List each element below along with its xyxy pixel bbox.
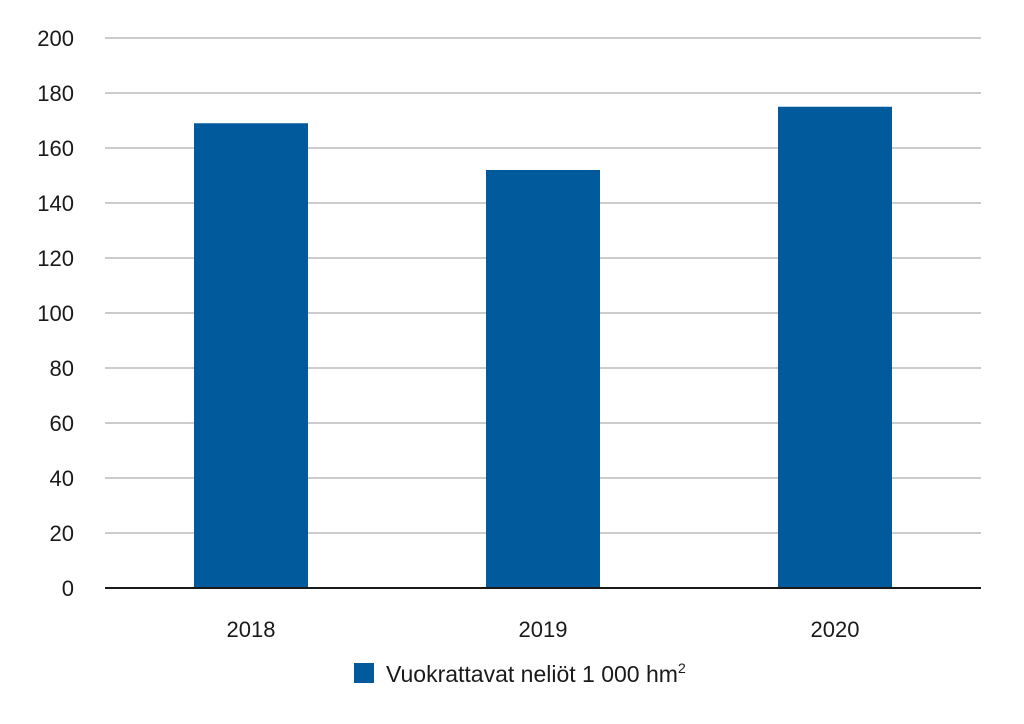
y-tick-label: 200 <box>37 26 74 51</box>
bar-2018 <box>194 123 308 588</box>
y-tick-label: 100 <box>37 301 74 326</box>
y-tick-label: 160 <box>37 136 74 161</box>
legend-swatch <box>354 663 374 683</box>
y-tick-label: 120 <box>37 246 74 271</box>
y-tick-label: 80 <box>50 356 74 381</box>
x-tick-label: 2018 <box>227 617 276 642</box>
x-tick-label: 2020 <box>811 617 860 642</box>
x-axis-ticks: 2018 2019 2020 <box>227 617 860 642</box>
y-tick-label: 140 <box>37 191 74 216</box>
y-tick-label: 0 <box>62 576 74 601</box>
bar-2019 <box>486 170 600 588</box>
legend-label: Vuokrattavat neliöt 1 000 hm2 <box>386 660 686 687</box>
y-tick-label: 180 <box>37 81 74 106</box>
legend-label-superscript: 2 <box>678 660 686 676</box>
y-tick-label: 60 <box>50 411 74 436</box>
legend: Vuokrattavat neliöt 1 000 hm2 <box>354 660 686 687</box>
y-tick-label: 20 <box>50 521 74 546</box>
bars <box>194 106 892 588</box>
bar-2020 <box>778 106 892 588</box>
x-tick-label: 2019 <box>519 617 568 642</box>
y-axis-ticks: 0 20 40 60 80 100 120 140 160 180 200 <box>37 26 74 601</box>
legend-label-text: Vuokrattavat neliöt 1 000 hm <box>386 661 678 687</box>
y-tick-label: 40 <box>50 466 74 491</box>
